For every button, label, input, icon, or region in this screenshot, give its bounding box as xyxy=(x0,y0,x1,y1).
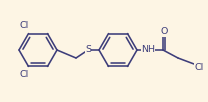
Text: Cl: Cl xyxy=(194,63,204,72)
Text: NH: NH xyxy=(141,45,155,54)
Text: Cl: Cl xyxy=(19,70,29,79)
Text: S: S xyxy=(85,45,91,54)
Text: Cl: Cl xyxy=(19,21,29,30)
Text: O: O xyxy=(160,28,168,37)
